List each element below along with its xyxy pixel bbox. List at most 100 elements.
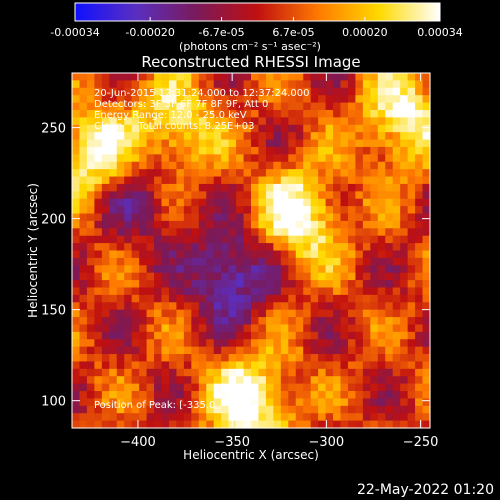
heatmap-cell <box>303 398 312 407</box>
heatmap-cell <box>228 213 237 222</box>
heatmap-cell <box>146 413 155 422</box>
heatmap-cell <box>221 176 230 185</box>
heatmap-cell <box>228 294 237 303</box>
heatmap-cell <box>310 257 319 266</box>
heatmap-cell <box>116 124 125 133</box>
heatmap-cell <box>415 235 424 244</box>
heatmap-cell <box>161 294 170 303</box>
heatmap-cell <box>333 183 342 192</box>
heatmap-cell <box>273 169 282 178</box>
heatmap-cell <box>333 280 342 289</box>
heatmap-cell <box>333 420 342 429</box>
heatmap-cell <box>370 139 379 148</box>
heatmap-cell <box>392 198 401 207</box>
heatmap-cell <box>265 250 274 259</box>
heatmap-cell <box>168 383 178 392</box>
heatmap-cell <box>355 294 364 303</box>
heatmap-cell <box>161 183 170 192</box>
heatmap-cell <box>370 102 379 111</box>
heatmap-cell <box>228 339 237 348</box>
heatmap-cell <box>154 287 163 296</box>
heatmap-cell <box>407 339 416 348</box>
heatmap-cell <box>280 117 289 126</box>
heatmap-cell <box>161 80 170 89</box>
heatmap-cell <box>236 368 245 377</box>
heatmap-cell <box>385 183 394 192</box>
heatmap-cell <box>355 257 364 266</box>
heatmap-cell <box>221 280 230 289</box>
heatmap-cell <box>347 309 357 318</box>
heatmap-cell <box>86 87 95 96</box>
heatmap-cell <box>400 272 409 281</box>
heatmap-cell <box>109 235 118 244</box>
heatmap-cell <box>310 220 319 229</box>
heatmap-cell <box>243 368 252 377</box>
heatmap-cell <box>221 391 230 400</box>
heatmap-cell <box>183 124 192 133</box>
heatmap-cell <box>198 383 207 392</box>
heatmap-cell <box>228 383 237 392</box>
heatmap-cell <box>392 80 401 89</box>
heatmap-cell <box>183 228 192 237</box>
heatmap-cell <box>310 420 319 429</box>
heatmap-cell <box>183 294 192 303</box>
heatmap-cell <box>370 302 379 311</box>
heatmap-cell <box>168 309 178 318</box>
heatmap-cell <box>377 109 386 118</box>
heatmap-cell <box>79 413 88 422</box>
heatmap-cell <box>333 117 342 126</box>
heatmap-cell <box>161 220 170 229</box>
heatmap-cell <box>72 146 81 155</box>
heatmap-cell <box>72 124 81 133</box>
heatmap-cell <box>198 265 207 274</box>
heatmap-cell <box>303 361 312 370</box>
heatmap-cell <box>198 139 207 148</box>
heatmap-cell <box>407 213 416 222</box>
heatmap-cell <box>251 146 260 155</box>
heatmap-cell <box>362 206 371 215</box>
heatmap-cell <box>206 154 215 163</box>
heatmap-cell <box>124 391 133 400</box>
colorbar-gradient <box>74 2 441 22</box>
heatmap-cell <box>86 294 95 303</box>
heatmap-cell <box>288 265 297 274</box>
heatmap-cell <box>72 73 81 81</box>
heatmap-cell <box>407 287 416 296</box>
heatmap-cell <box>377 169 386 178</box>
heatmap-cell <box>221 398 230 407</box>
heatmap-cell <box>400 87 409 96</box>
heatmap-cell <box>385 228 394 237</box>
heatmap-cell <box>221 109 230 118</box>
heatmap-cell <box>94 265 103 274</box>
heatmap-cell <box>183 169 192 178</box>
heatmap-cell <box>303 302 312 311</box>
heatmap-cell <box>325 198 334 207</box>
heatmap-cell <box>265 280 274 289</box>
timestamp: 22-May-2022 01:20 <box>356 482 494 498</box>
heatmap-cell <box>362 413 371 422</box>
heatmap-cell <box>124 354 133 363</box>
heatmap-cell <box>191 154 200 163</box>
heatmap-cell <box>362 309 371 318</box>
heatmap-cell <box>206 176 215 185</box>
heatmap-cell <box>72 250 81 259</box>
heatmap-cell <box>101 235 110 244</box>
heatmap-cell <box>295 95 304 104</box>
heatmap-cell <box>273 243 282 252</box>
heatmap-cell <box>176 146 185 155</box>
heatmap-cell <box>206 87 215 96</box>
heatmap-cell <box>422 124 431 133</box>
heatmap-cell <box>154 309 163 318</box>
heatmap-cell <box>385 361 394 370</box>
heatmap-cell <box>101 250 110 259</box>
heatmap-cell <box>183 420 192 429</box>
heatmap-cell <box>139 309 148 318</box>
heatmap-cell <box>280 132 289 141</box>
heatmap-cell <box>191 280 200 289</box>
heatmap-cell <box>236 302 245 311</box>
heatmap-cell <box>325 176 334 185</box>
heatmap-cell <box>310 176 319 185</box>
heatmap-cell <box>265 117 274 126</box>
heatmap-cell <box>310 317 319 326</box>
heatmap-cell <box>213 109 222 118</box>
